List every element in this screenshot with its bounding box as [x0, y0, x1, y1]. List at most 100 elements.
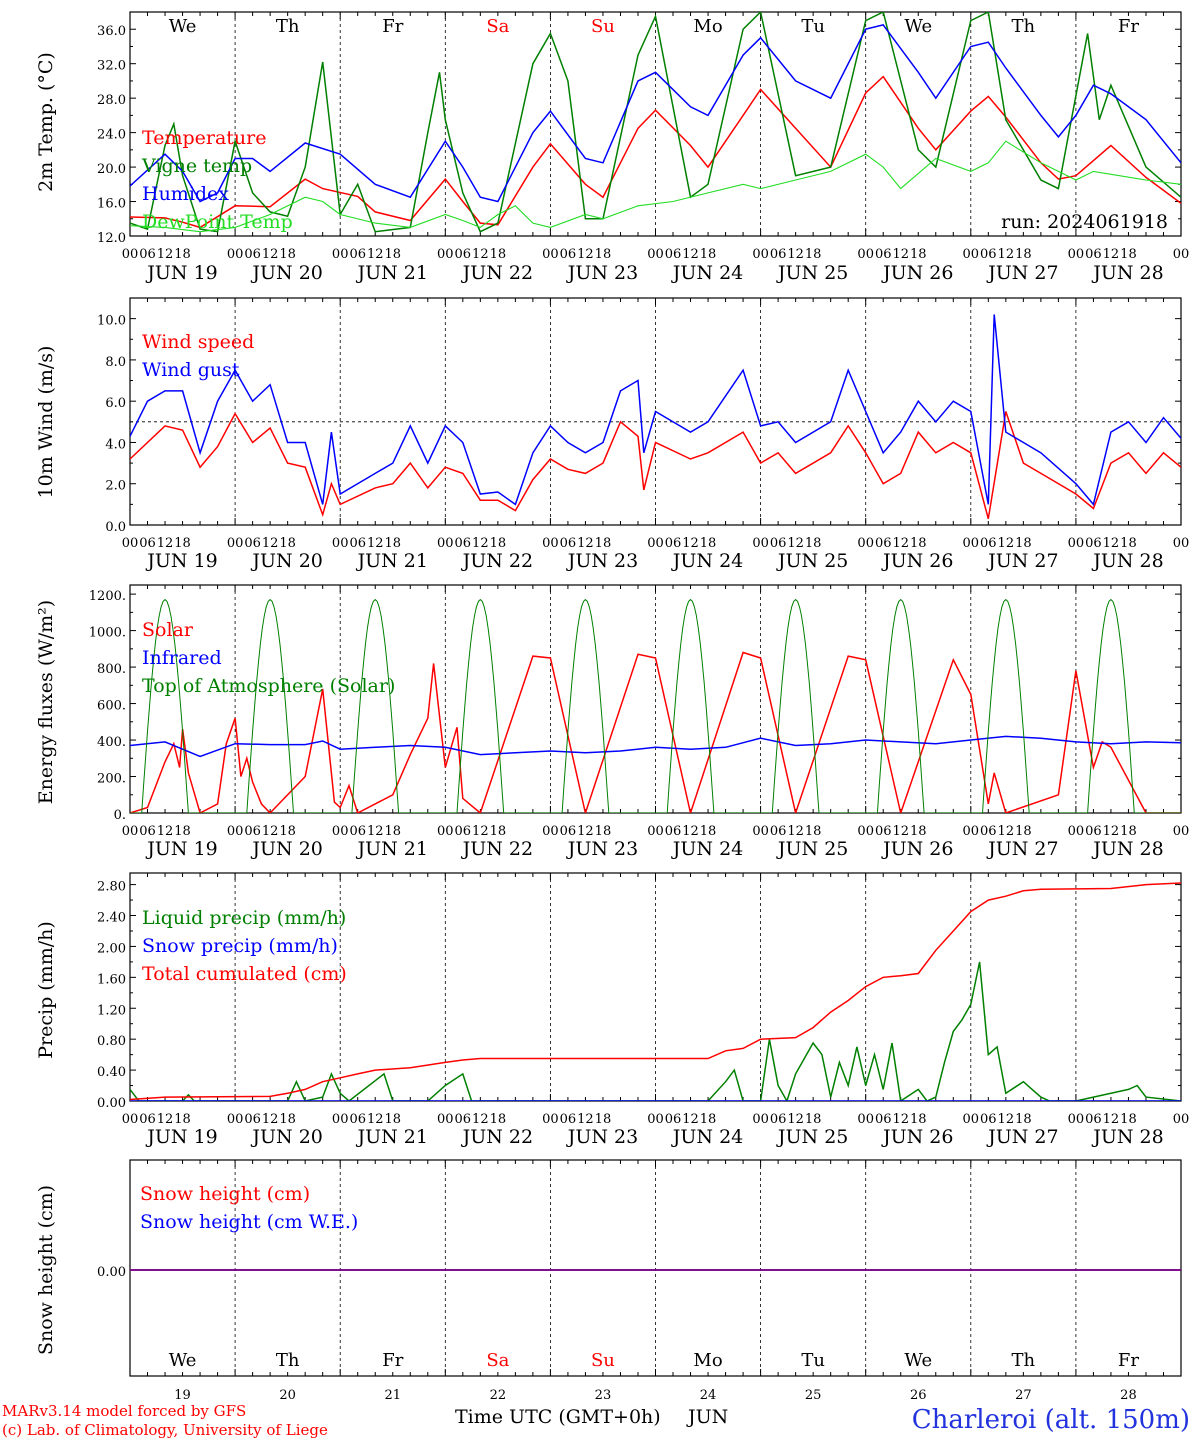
date-label: JUN 24 [671, 262, 743, 284]
hour-tick-label: 00 [437, 824, 454, 839]
hour-tick-label: 18 [910, 536, 927, 551]
hour-tick-label: 12 [998, 536, 1015, 551]
hour-tick-label: 00 [227, 536, 244, 551]
panel-3: 0. 200. 400. 600. 800. 1000. 1200. Energy fluxe… [35, 584, 1190, 860]
hour-tick-label: 06 [560, 824, 577, 839]
y-tick-label: 0.0 [105, 520, 126, 535]
hour-tick-label: 00 [122, 824, 139, 839]
hour-tick-label: 06 [665, 247, 682, 262]
date-label: JUN 21 [356, 550, 428, 572]
hour-tick-label: 12 [682, 536, 699, 551]
date-label: JUN 24 [671, 1126, 743, 1148]
hour-tick-label: 00 [542, 247, 559, 262]
hour-tick-label: 18 [1120, 536, 1137, 551]
hour-tick-label: 06 [875, 824, 892, 839]
date-label: JUN 27 [986, 1126, 1058, 1148]
y-tick-label: 1.20 [97, 1003, 126, 1018]
hour-tick-label: 12 [787, 824, 804, 839]
hour-tick-label: 18 [910, 824, 927, 839]
hour-tick-label: 18 [490, 824, 507, 839]
hour-tick-label: 12 [892, 536, 909, 551]
hour-tick-label: 18 [595, 1112, 612, 1127]
hour-tick-label: 12 [892, 247, 909, 262]
panel-1: 12.0 16.0 20.0 24.0 28.0 32.0 36.0 2m Temp. (°C… [35, 11, 1189, 284]
hour-tick-label: 18 [805, 1112, 822, 1127]
y-tick-label: 16.0 [97, 197, 126, 212]
y-tick-label: 0.00 [97, 1265, 126, 1280]
hour-tick-label: 00 [857, 536, 874, 551]
hour-tick-label: 00 [647, 536, 664, 551]
hour-tick-label: 12 [787, 1112, 804, 1127]
hour-tick-label: 06 [244, 824, 261, 839]
hour-tick-label: 00 [857, 1112, 874, 1127]
hour-tick-label: 06 [244, 536, 261, 551]
station-name: Charleroi (alt. 150m) [912, 1405, 1190, 1435]
hour-tick-label: 18 [174, 1112, 191, 1127]
y-tick-label: 20.0 [97, 162, 126, 177]
date-label: JUN 28 [1091, 1126, 1163, 1148]
series-line [130, 651, 1181, 813]
hour-tick-label: 00 [332, 1112, 349, 1127]
hour-tick-label: 12 [998, 247, 1015, 262]
y-tick-label: 0. [114, 808, 126, 823]
series-line [130, 314, 1181, 507]
hour-tick-label: 12 [787, 247, 804, 262]
hour-tick-label: 12 [472, 824, 489, 839]
hour-tick-label: 18 [1015, 247, 1032, 262]
day-name: Th [1012, 1350, 1036, 1371]
hour-tick-label: 00 [1173, 824, 1190, 839]
hour-tick-label: 12 [577, 536, 594, 551]
hour-tick-label: 00 [963, 247, 980, 262]
hour-tick-label: 06 [560, 536, 577, 551]
hour-tick-label: 00 [332, 536, 349, 551]
date-label: JUN 24 [671, 838, 743, 860]
hour-tick-label: 00 [332, 247, 349, 262]
hour-tick-label: 00 [437, 1112, 454, 1127]
date-label: JUN 27 [986, 262, 1058, 284]
hour-tick-label: 00 [332, 824, 349, 839]
hour-tick-label: 06 [770, 536, 787, 551]
lab-credit: (c) Lab. of Climatology, University of L… [2, 1421, 328, 1439]
hour-tick-label: 18 [805, 536, 822, 551]
y-tick-label: 0.80 [97, 1034, 126, 1049]
hour-tick-label: 00 [857, 824, 874, 839]
hour-tick-label: 00 [122, 1112, 139, 1127]
legend-entry: Liquid precip (mm/h) [142, 907, 346, 929]
day-number: 26 [910, 1388, 927, 1403]
hour-tick-label: 18 [279, 247, 296, 262]
hour-tick-label: 06 [875, 247, 892, 262]
date-label: JUN 22 [461, 262, 533, 284]
hour-tick-label: 06 [560, 1112, 577, 1127]
hour-tick-label: 18 [700, 536, 717, 551]
hour-tick-label: 18 [1120, 247, 1137, 262]
hour-tick-label: 06 [1085, 824, 1102, 839]
day-number: 27 [1015, 1388, 1032, 1403]
date-label: JUN 19 [145, 262, 217, 284]
y-tick-label: 28.0 [97, 93, 126, 108]
series-line [130, 961, 1181, 1101]
date-label: JUN 23 [566, 838, 638, 860]
hour-tick-label: 12 [1103, 1112, 1120, 1127]
y-axis-label: Energy fluxes (W/m²) [35, 600, 57, 804]
hour-tick-label: 00 [857, 247, 874, 262]
hour-tick-label: 06 [665, 1112, 682, 1127]
legend-entry: Total cumulated (cm) [142, 963, 347, 985]
hour-tick-label: 12 [367, 1112, 384, 1127]
date-label: JUN 22 [461, 838, 533, 860]
x-axis-month: JUN [686, 1406, 728, 1428]
hour-tick-label: 06 [139, 824, 156, 839]
day-name: Su [591, 1350, 615, 1371]
hour-tick-label: 12 [682, 824, 699, 839]
hour-tick-label: 12 [682, 247, 699, 262]
hour-tick-label: 06 [980, 1112, 997, 1127]
day-name: Mo [693, 16, 722, 37]
y-tick-label: 36.0 [97, 24, 126, 39]
hour-tick-label: 12 [892, 824, 909, 839]
date-label: JUN 25 [776, 1126, 848, 1148]
legend-entry: Temperature [142, 127, 266, 149]
hour-tick-label: 18 [1015, 1112, 1032, 1127]
day-name: Sa [486, 16, 509, 37]
series-line [130, 411, 1181, 519]
hour-tick-label: 18 [700, 824, 717, 839]
hour-tick-label: 00 [963, 824, 980, 839]
